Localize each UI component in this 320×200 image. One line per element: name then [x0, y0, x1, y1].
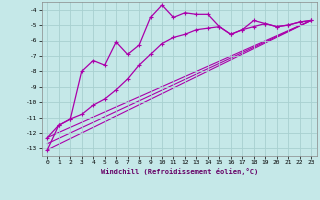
- X-axis label: Windchill (Refroidissement éolien,°C): Windchill (Refroidissement éolien,°C): [100, 168, 258, 175]
